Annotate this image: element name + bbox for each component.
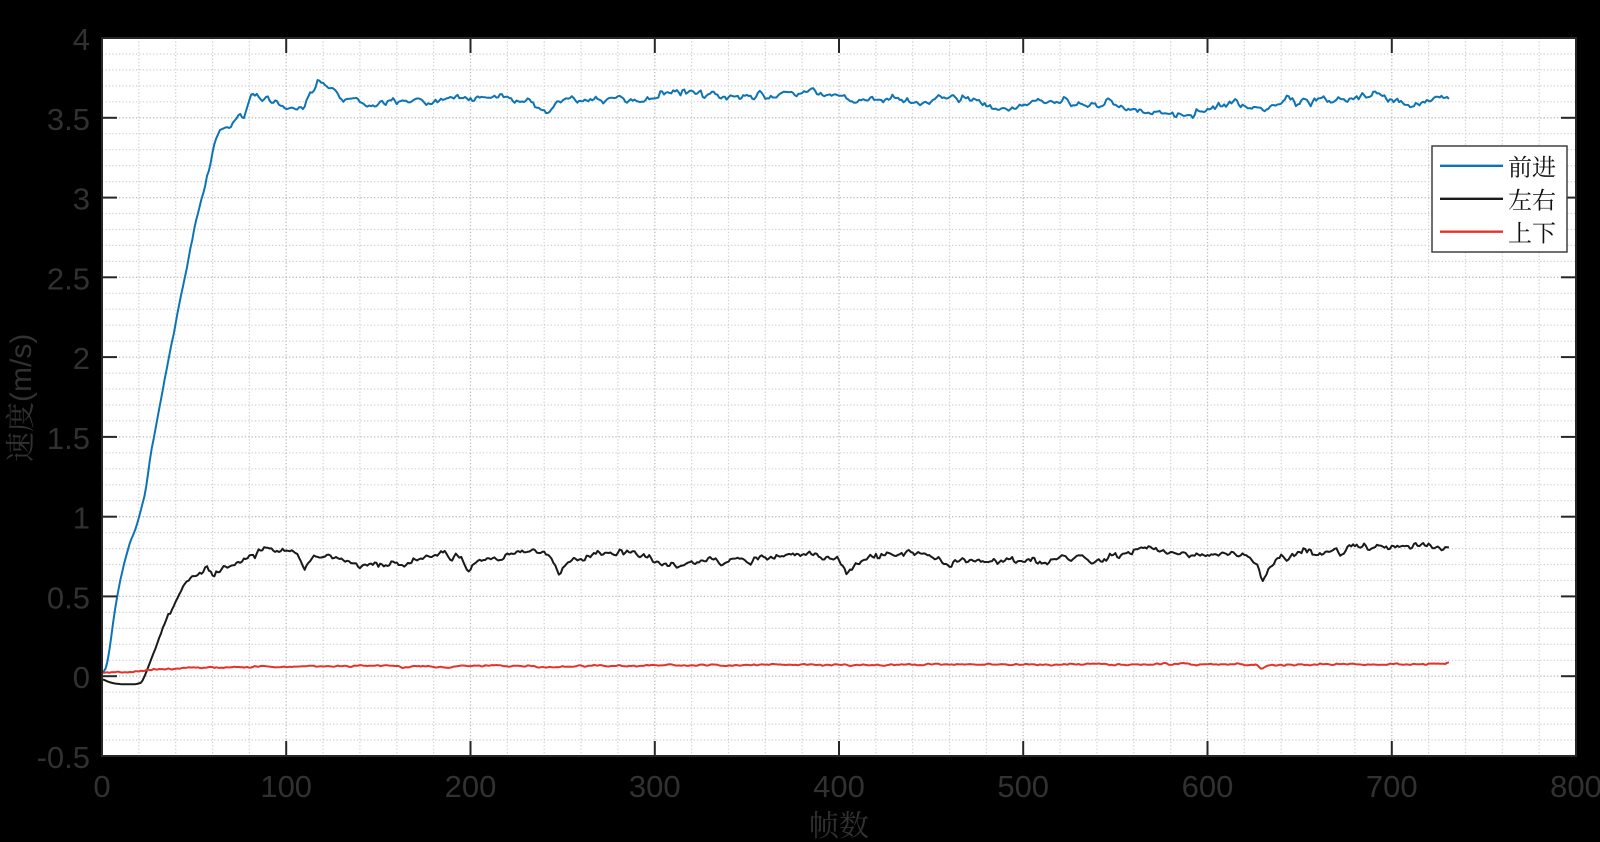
svg-text:(m/s): (m/s) (5, 334, 38, 402)
svg-text:3: 3 (73, 182, 90, 217)
svg-text:2.5: 2.5 (47, 261, 90, 296)
svg-text:3.5: 3.5 (47, 102, 90, 137)
svg-text:0: 0 (93, 769, 110, 804)
svg-text:200: 200 (445, 769, 497, 804)
svg-text:500: 500 (997, 769, 1049, 804)
svg-text:-0.5: -0.5 (37, 740, 90, 775)
svg-text:100: 100 (260, 769, 312, 804)
svg-text:1: 1 (73, 501, 90, 536)
svg-text:600: 600 (1182, 769, 1234, 804)
svg-text:1.5: 1.5 (47, 421, 90, 456)
svg-text:4: 4 (73, 22, 90, 57)
svg-text:400: 400 (813, 769, 865, 804)
svg-text:700: 700 (1366, 769, 1418, 804)
svg-text:0: 0 (73, 660, 90, 695)
svg-text:0.5: 0.5 (47, 580, 90, 615)
svg-text:800: 800 (1550, 769, 1600, 804)
svg-text:300: 300 (629, 769, 681, 804)
svg-text:2: 2 (73, 341, 90, 376)
